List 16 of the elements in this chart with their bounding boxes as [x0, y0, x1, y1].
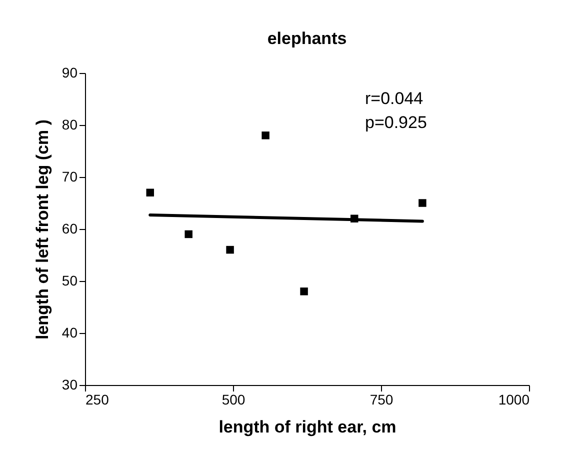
x-tick-label: 750 [370, 392, 394, 408]
annotation: r=0.044 [365, 89, 424, 108]
y-tick-label: 90 [62, 64, 78, 80]
annotation: p=0.925 [365, 113, 427, 132]
y-tick-label: 60 [62, 220, 78, 236]
y-tick-label: 30 [62, 376, 78, 392]
x-tick-label: 500 [222, 392, 246, 408]
y-tick-label: 70 [62, 168, 78, 184]
y-tick-label: 80 [62, 116, 78, 132]
y-axis-title: length of left front leg (cm ) [32, 119, 52, 340]
y-tick-label: 50 [62, 272, 78, 288]
x-tick-label: 250 [86, 392, 110, 408]
x-tick-label: 1000 [498, 392, 530, 408]
x-axis-title: length of right ear, cm [218, 418, 396, 436]
y-tick-label: 40 [62, 324, 78, 340]
chart-title: elephants [267, 29, 347, 48]
